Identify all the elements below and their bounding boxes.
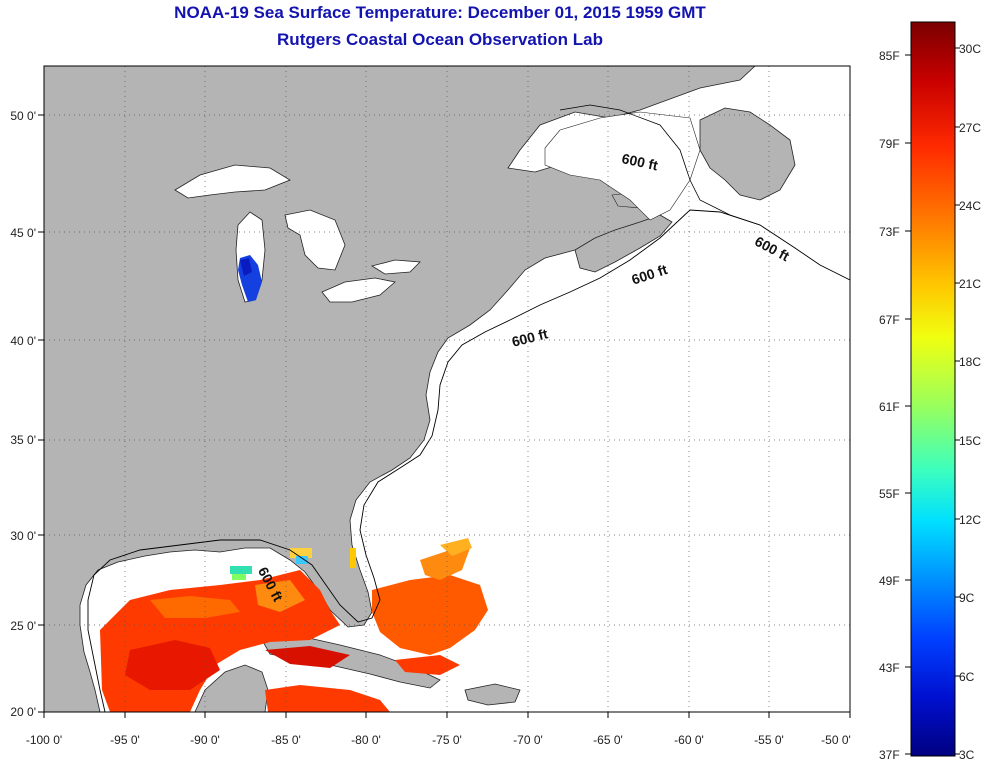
lake-michigan-sst-dark xyxy=(240,258,252,276)
lat-label-50: 50 0' xyxy=(10,109,36,123)
lon-label-55: -55 0' xyxy=(754,733,784,747)
gulf-st-lawrence xyxy=(544,111,701,221)
cb-c-27: 27C xyxy=(959,121,982,135)
lon-label-90: -90 0' xyxy=(190,733,220,747)
lon-label-80: -80 0' xyxy=(351,733,381,747)
land-hispaniola xyxy=(464,683,521,706)
lon-label-50: -50 0' xyxy=(821,733,851,747)
cb-c-9: 9C xyxy=(959,591,975,605)
lat-label-25: 25 0' xyxy=(10,619,36,633)
isobath-600ft-line xyxy=(87,209,850,712)
colorbar xyxy=(910,21,956,757)
sst-cool-patches xyxy=(230,548,356,580)
cb-f-49: 49F xyxy=(879,574,900,588)
land-yucatan xyxy=(194,664,269,712)
sst-warm-region xyxy=(100,538,488,712)
lat-label-40: 40 0' xyxy=(10,334,36,348)
cb-f-61: 61F xyxy=(879,400,900,414)
axis-ticks xyxy=(38,114,851,718)
cb-f-73: 73F xyxy=(879,225,900,239)
lat-label-35: 35 0' xyxy=(10,433,36,447)
cb-f-37: 37F xyxy=(879,748,900,762)
cb-c-30: 30C xyxy=(959,42,982,56)
cb-c-18: 18C xyxy=(959,355,982,369)
lon-label-65: -65 0' xyxy=(593,733,623,747)
cb-f-79: 79F xyxy=(879,137,900,151)
lon-label-75: -75 0' xyxy=(432,733,462,747)
lat-label-30: 30 0' xyxy=(10,529,36,543)
cb-c-12: 12C xyxy=(959,513,982,527)
land-north-america xyxy=(44,66,756,712)
cb-f-85: 85F xyxy=(879,49,900,63)
land-nova-scotia xyxy=(574,214,673,273)
lat-label-45: 45 0' xyxy=(10,226,36,240)
lon-label-100: -100 0' xyxy=(25,733,63,747)
lat-label-20: 20 0' xyxy=(10,705,36,719)
cb-f-67: 67F xyxy=(879,313,900,327)
cb-c-21: 21C xyxy=(959,277,982,291)
isobath-600ft-scotian xyxy=(559,104,761,226)
cb-c-6: 6C xyxy=(959,670,975,684)
cb-c-24: 24C xyxy=(959,199,982,213)
cb-c-3: 3C xyxy=(959,748,975,762)
map-subtitle: Rutgers Coastal Ocean Observation Lab xyxy=(277,30,603,49)
lon-label-70: -70 0' xyxy=(513,733,543,747)
lon-label-95: -95 0' xyxy=(110,733,140,747)
lon-label-85: -85 0' xyxy=(271,733,301,747)
cb-c-15: 15C xyxy=(959,434,982,448)
land-newfoundland xyxy=(699,107,796,201)
map-title: NOAA-19 Sea Surface Temperature: Decembe… xyxy=(174,3,706,22)
cb-f-43: 43F xyxy=(879,661,900,675)
cb-f-55: 55F xyxy=(879,487,900,501)
colorbar-ticks xyxy=(905,47,960,755)
lon-label-60: -60 0' xyxy=(674,733,704,747)
